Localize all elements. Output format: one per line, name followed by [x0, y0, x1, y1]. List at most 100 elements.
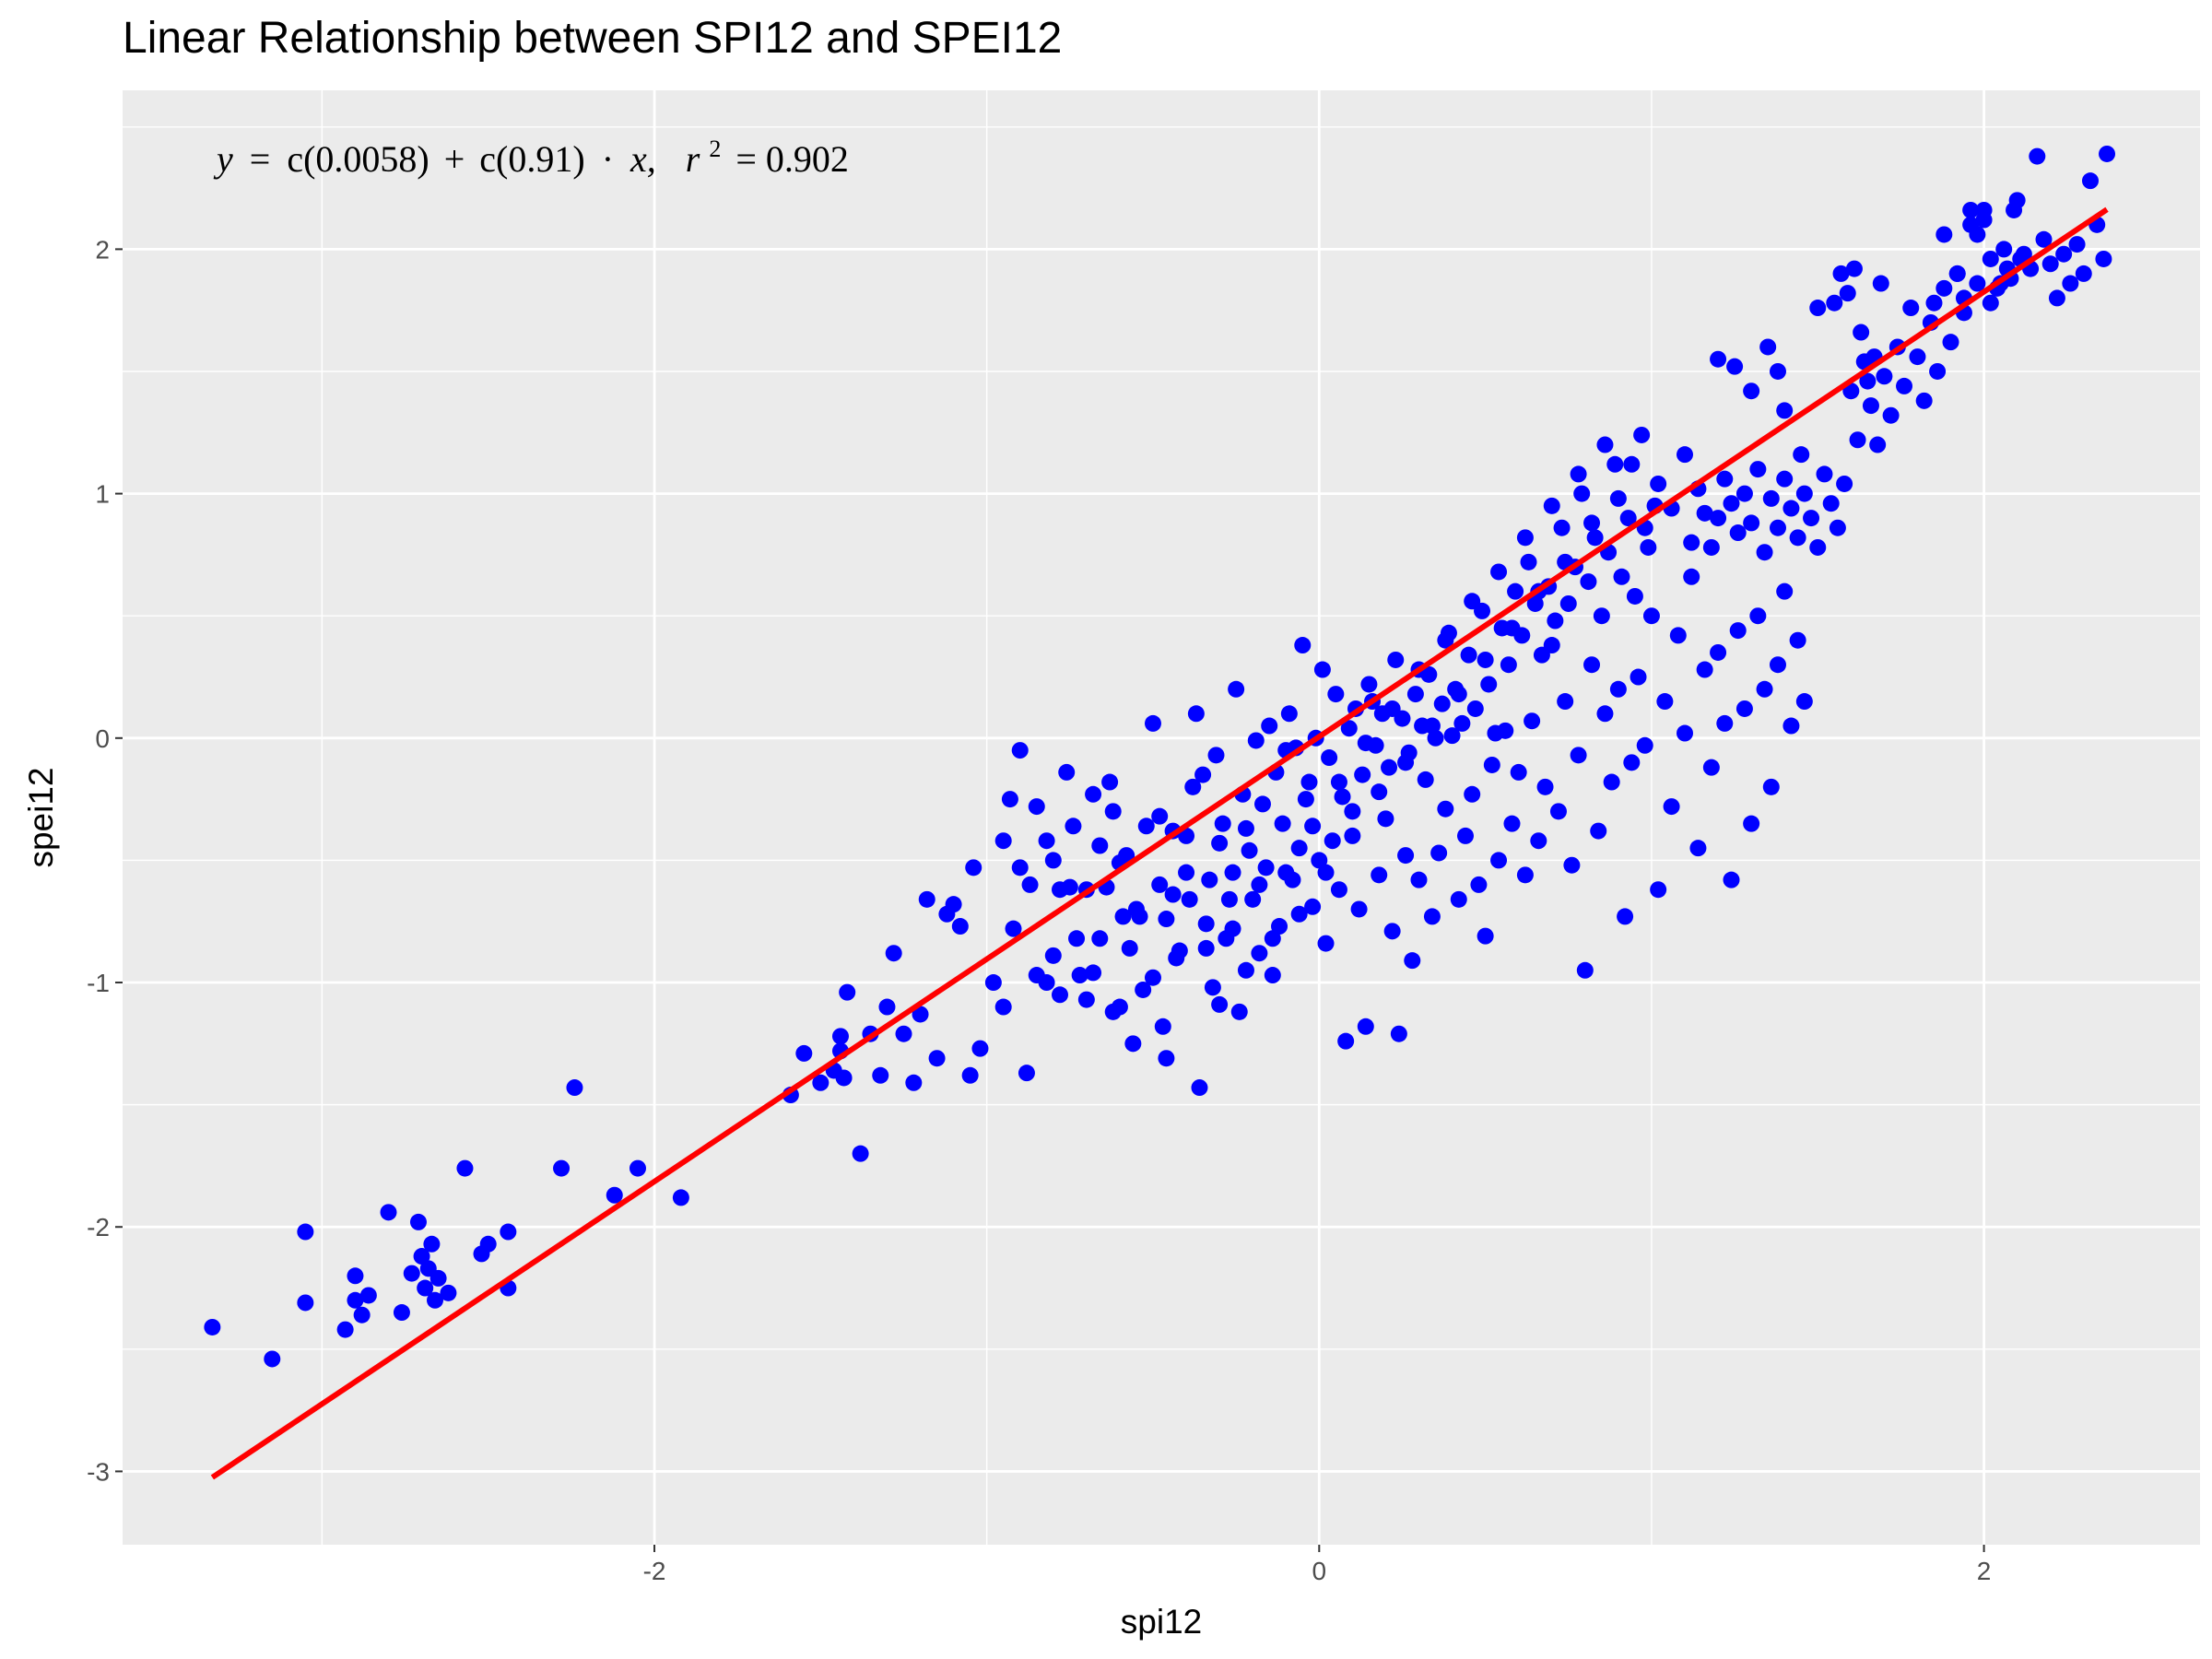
data-point	[1596, 705, 1614, 723]
data-point	[1613, 568, 1630, 585]
data-point	[1583, 656, 1601, 674]
data-point	[1623, 455, 1641, 473]
regression-line	[210, 206, 2109, 1480]
data-point	[1450, 686, 1467, 703]
data-point	[1371, 866, 1388, 884]
data-point	[1001, 791, 1018, 808]
data-point	[1264, 967, 1281, 984]
data-point	[951, 918, 969, 935]
data-point	[1390, 1025, 1407, 1042]
data-point	[672, 1189, 689, 1206]
data-point	[1503, 619, 1521, 637]
data-point	[1683, 534, 1700, 551]
data-point	[297, 1294, 314, 1312]
data-point	[1124, 1035, 1142, 1053]
data-point	[1702, 538, 1720, 556]
data-point	[1669, 627, 1687, 644]
data-point	[1936, 279, 1953, 297]
data-point	[1776, 582, 1794, 600]
data-point	[1290, 905, 1308, 923]
data-point	[1464, 785, 1481, 803]
data-point	[1872, 275, 1889, 292]
data-point	[1549, 803, 1567, 820]
data-point	[1071, 967, 1088, 984]
data-point	[1936, 226, 1953, 243]
data-point	[1224, 920, 1241, 937]
data-point	[812, 1074, 830, 1091]
data-point	[1247, 732, 1265, 749]
data-point	[795, 1044, 813, 1062]
data-point	[994, 832, 1012, 850]
data-point	[1091, 837, 1109, 854]
data-point	[1437, 631, 1454, 649]
data-point	[1011, 859, 1029, 877]
data-point	[1181, 890, 1198, 908]
eq-dot: ·	[602, 138, 614, 180]
data-point	[1304, 818, 1322, 835]
data-point	[1085, 785, 1102, 803]
data-point	[872, 1066, 889, 1084]
data-point	[1344, 827, 1361, 844]
data-point	[1028, 798, 1045, 816]
data-point	[347, 1267, 364, 1285]
data-point	[2048, 289, 2065, 307]
data-point	[1650, 881, 1667, 899]
data-point	[912, 1006, 929, 1023]
data-point	[2041, 255, 2059, 273]
data-point	[1683, 568, 1700, 585]
data-point	[1397, 847, 1415, 865]
data-point	[1313, 661, 1331, 678]
data-point	[1101, 773, 1119, 791]
data-point	[1756, 680, 1773, 698]
data-point	[1975, 211, 1993, 229]
data-point	[1404, 952, 1421, 970]
data-point	[1437, 800, 1454, 818]
data-point	[1762, 489, 1780, 507]
data-point	[1995, 241, 2013, 258]
data-point	[1630, 668, 1647, 686]
data-point	[1387, 651, 1405, 668]
data-point	[1197, 915, 1215, 933]
data-point	[479, 1235, 497, 1253]
data-point	[1251, 945, 1268, 962]
data-point	[1710, 643, 1727, 661]
data-point	[1253, 795, 1271, 813]
data-point	[417, 1279, 434, 1297]
regression-equation: y = c(0.0058) + c(0.91) · x, r 2 = 0.902	[213, 124, 849, 180]
y-tick-label: 0	[95, 724, 110, 753]
data-point	[839, 983, 856, 1001]
y-tick-label: -3	[87, 1457, 110, 1486]
data-point	[1104, 803, 1122, 820]
data-point	[2055, 245, 2073, 263]
data-point	[413, 1248, 430, 1265]
data-point	[1317, 935, 1335, 952]
data-point	[1729, 622, 1747, 640]
data-point	[1853, 324, 1870, 341]
data-point	[1982, 294, 1999, 312]
data-point	[1038, 974, 1055, 992]
data-point	[1184, 778, 1202, 795]
data-point	[1490, 852, 1508, 869]
data-point	[1191, 1079, 1208, 1097]
data-point	[1553, 519, 1571, 536]
data-point	[264, 1350, 281, 1368]
data-point	[1480, 676, 1498, 693]
data-point	[1570, 465, 1587, 483]
data-point	[1590, 822, 1607, 840]
data-point	[606, 1186, 623, 1204]
data-point	[1430, 844, 1448, 862]
data-point	[1559, 594, 1577, 612]
data-point	[1127, 900, 1145, 918]
data-point	[1330, 773, 1347, 791]
data-point	[393, 1304, 410, 1322]
eq-intercept: c(0.0058)	[287, 138, 429, 180]
data-point	[1257, 859, 1275, 877]
data-point	[440, 1284, 457, 1301]
eq-y: y	[213, 138, 233, 180]
data-point	[1357, 1018, 1374, 1035]
data-point	[1077, 991, 1095, 1008]
data-point	[1876, 368, 1893, 385]
data-point	[2068, 236, 2086, 253]
data-point	[1969, 226, 1986, 243]
data-point	[1460, 646, 1477, 664]
